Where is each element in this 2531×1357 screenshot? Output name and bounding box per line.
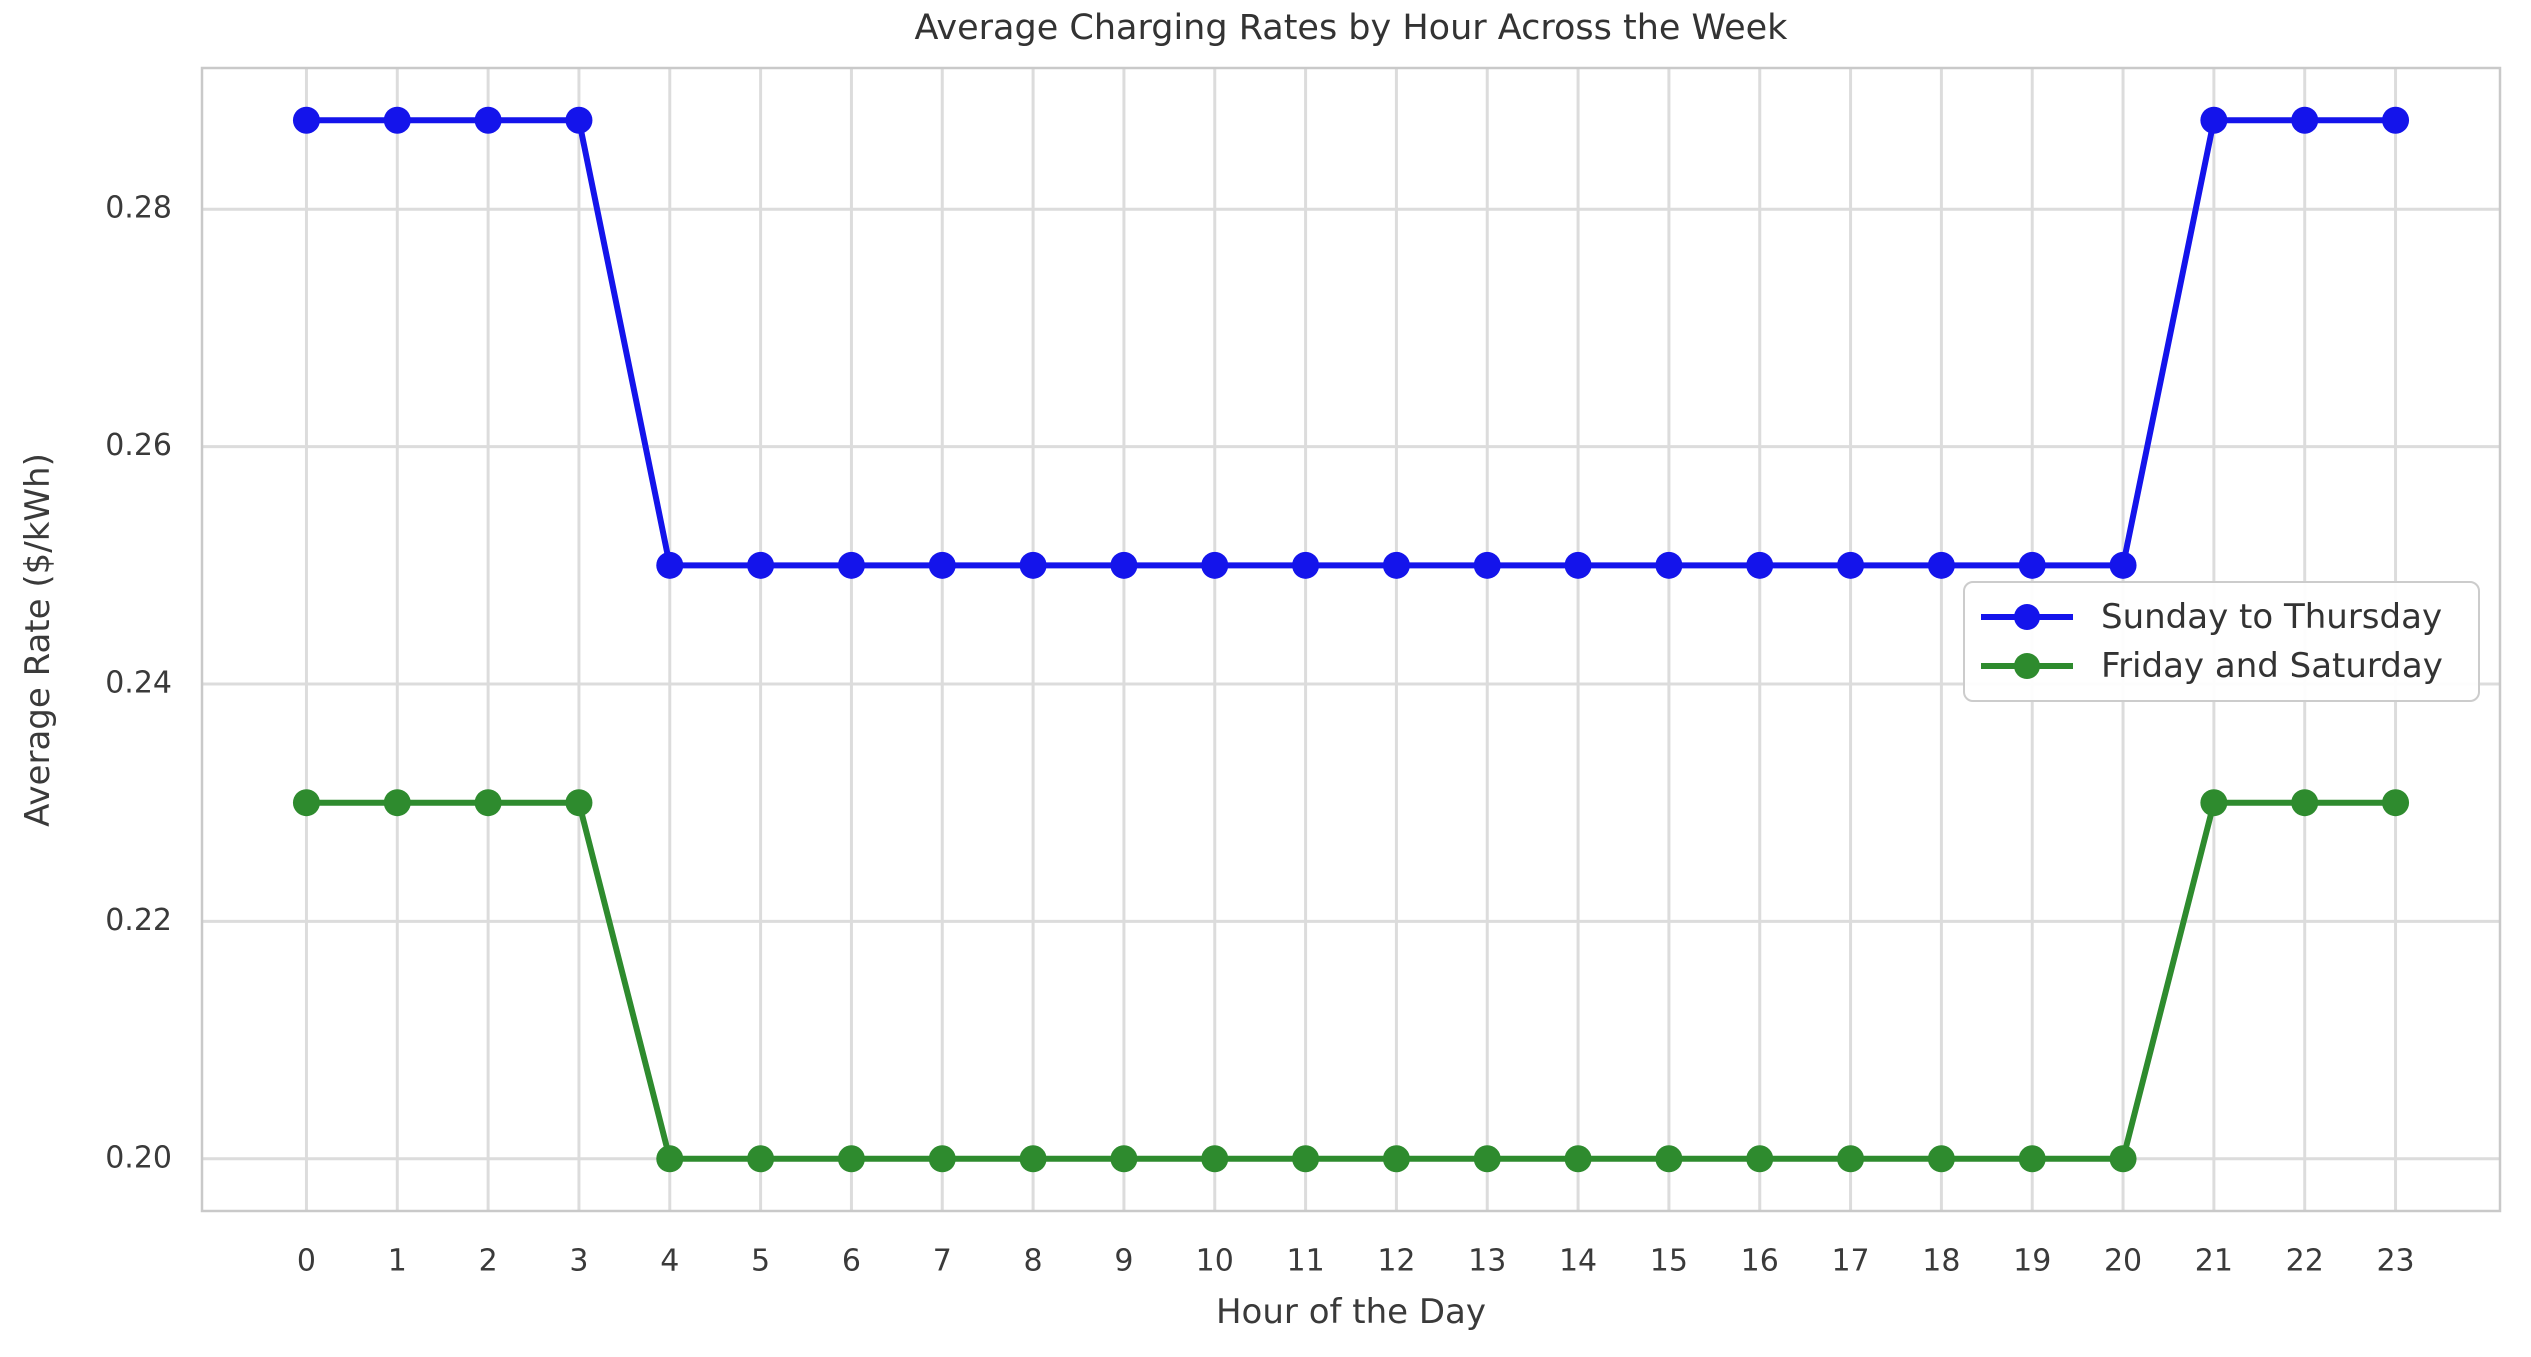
data-point [1201, 551, 1229, 579]
data-point [1564, 551, 1592, 579]
data-point [837, 551, 865, 579]
x-tick-label: 5 [751, 1244, 770, 1279]
data-point [1292, 551, 1320, 579]
x-tick-label: 16 [1741, 1244, 1779, 1279]
legend-item-friday-and-saturday: Friday and Saturday [1977, 648, 2470, 684]
data-point [2291, 106, 2319, 134]
x-tick-label: 23 [2376, 1244, 2414, 1279]
x-gridlines [304, 68, 2398, 1211]
data-point [1837, 1145, 1865, 1173]
data-point [2382, 106, 2410, 134]
x-tick-label: 22 [2286, 1244, 2324, 1279]
x-tick-label: 7 [933, 1244, 952, 1279]
data-point [2200, 789, 2228, 817]
legend: Sunday to Thursday Friday and Saturday [1963, 581, 2480, 702]
y-tick-label: 0.28 [105, 191, 172, 226]
data-point [1837, 551, 1865, 579]
data-point [292, 106, 320, 134]
x-axis-label: Hour of the Day [1215, 1292, 1487, 1332]
x-tick-label: 4 [660, 1244, 679, 1279]
data-point [656, 551, 684, 579]
x-tick-label: 10 [1196, 1244, 1234, 1279]
x-tick-label: 3 [569, 1244, 588, 1279]
data-point [837, 1145, 865, 1173]
data-point [2109, 551, 2137, 579]
x-tick-label: 13 [1468, 1244, 1506, 1279]
series-line-friday-and-saturday [303, 799, 2399, 1162]
x-tick-label: 19 [2013, 1244, 2051, 1279]
data-point [1382, 1145, 1410, 1173]
data-point [1019, 551, 1047, 579]
data-point [2018, 551, 2046, 579]
legend-line-marker-icon [1981, 652, 2073, 679]
y-tick-label: 0.20 [105, 1140, 172, 1175]
data-point [565, 106, 593, 134]
data-point [928, 551, 956, 579]
data-point [928, 1145, 956, 1173]
data-point [2382, 789, 2410, 817]
x-tick-labels: 0 1 2 3 4 5 6 7 8 9 10 11 12 13 14 15 16 17 18 19 20 21 22 23 [297, 1244, 2415, 1279]
data-point [383, 106, 411, 134]
series-friday-and-saturday [292, 789, 2410, 1173]
data-point [2200, 106, 2228, 134]
data-point [1927, 1145, 1955, 1173]
data-point [2109, 1145, 2137, 1173]
x-tick-label: 0 [297, 1244, 316, 1279]
data-point [383, 789, 411, 817]
data-point [1292, 1145, 1320, 1173]
data-point [2291, 789, 2319, 817]
data-point [474, 789, 502, 817]
y-tick-label: 0.24 [105, 666, 172, 701]
data-point [1655, 551, 1683, 579]
data-point [1564, 1145, 1592, 1173]
x-tick-label: 8 [1024, 1244, 1043, 1279]
x-tick-label: 11 [1286, 1244, 1324, 1279]
data-point [474, 106, 502, 134]
data-point [1473, 551, 1501, 579]
data-point [1655, 1145, 1683, 1173]
data-point [1746, 1145, 1774, 1173]
data-point [747, 551, 775, 579]
x-tick-label: 21 [2195, 1244, 2233, 1279]
x-tick-label: 12 [1377, 1244, 1415, 1279]
x-tick-label: 14 [1559, 1244, 1597, 1279]
data-point [565, 789, 593, 817]
y-tick-label: 0.22 [105, 903, 172, 938]
data-point [1110, 551, 1138, 579]
x-tick-label: 18 [1922, 1244, 1960, 1279]
x-tick-label: 15 [1650, 1244, 1688, 1279]
data-point [747, 1145, 775, 1173]
data-point [656, 1145, 684, 1173]
x-tick-label: 1 [388, 1244, 407, 1279]
legend-label: Friday and Saturday [2101, 645, 2443, 686]
chart-title: Average Charging Rates by Hour Across th… [914, 8, 1788, 48]
legend-label: Sunday to Thursday [2101, 597, 2443, 638]
y-tick-label: 0.26 [105, 428, 172, 463]
x-tick-label: 20 [2104, 1244, 2142, 1279]
x-tick-label: 17 [1831, 1244, 1869, 1279]
data-point [1473, 1145, 1501, 1173]
data-point [1201, 1145, 1229, 1173]
data-point [1927, 551, 1955, 579]
y-tick-labels: 0.20 0.22 0.24 0.26 0.28 [105, 191, 172, 1176]
data-point [292, 789, 320, 817]
legend-line-marker-icon [1981, 604, 2073, 631]
series-sunday-to-thursday [292, 106, 2410, 579]
data-point [1382, 551, 1410, 579]
data-point [1746, 551, 1774, 579]
series-line-sunday-to-thursday [303, 117, 2399, 569]
x-tick-label: 6 [842, 1244, 861, 1279]
plot-border [200, 66, 2502, 1213]
data-point [2018, 1145, 2046, 1173]
x-tick-label: 2 [479, 1244, 498, 1279]
legend-item-sunday-to-thursday: Sunday to Thursday [1977, 599, 2470, 635]
x-tick-label: 9 [1114, 1244, 1133, 1279]
data-point [1019, 1145, 1047, 1173]
data-point [1110, 1145, 1138, 1173]
